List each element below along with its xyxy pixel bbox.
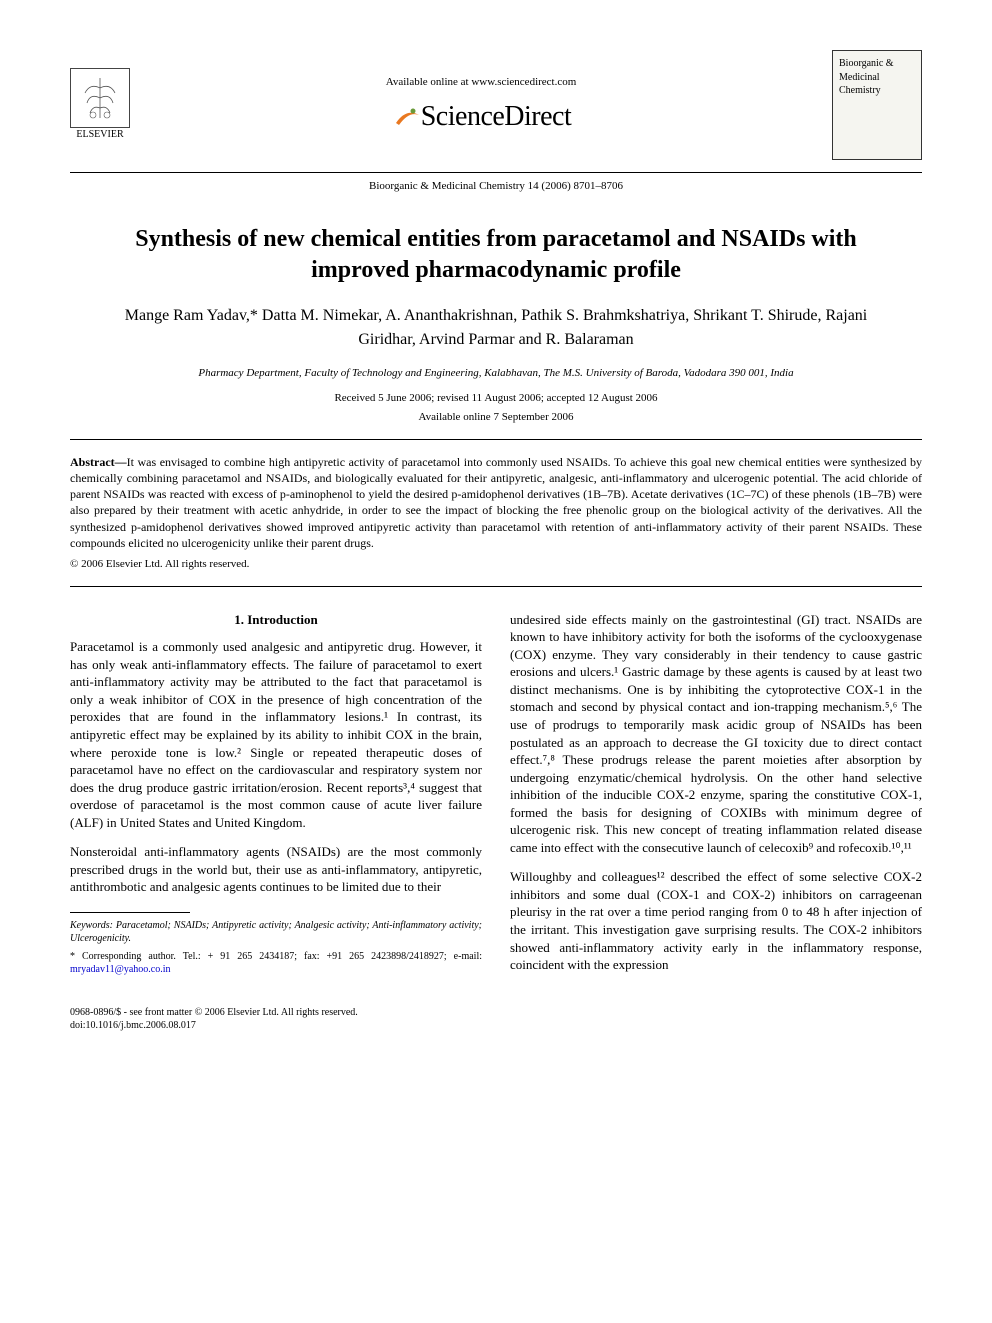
- journal-cover-line2: Medicinal: [839, 71, 915, 85]
- journal-cover-line3: Chemistry: [839, 84, 915, 98]
- intro-paragraph-1: Paracetamol is a commonly used analgesic…: [70, 638, 482, 831]
- intro-paragraph-2: Nonsteroidal anti-inflammatory agents (N…: [70, 843, 482, 896]
- corresp-email[interactable]: mryadav11@yahoo.co.in: [70, 964, 170, 975]
- elsevier-tree-icon: [70, 68, 130, 128]
- article-title: Synthesis of new chemical entities from …: [110, 224, 882, 286]
- corresp-text: * Corresponding author. Tel.: + 91 265 2…: [70, 951, 482, 962]
- keywords-text: Paracetamol; NSAIDs; Antipyretic activit…: [70, 920, 482, 945]
- sciencedirect-logo: ScienceDirect: [130, 98, 832, 136]
- doi-line: doi:10.1016/j.bmc.2006.08.017: [70, 1019, 922, 1033]
- sciencedirect-swoosh-icon: [391, 103, 421, 133]
- authors-list: Mange Ram Yadav,* Datta M. Nimekar, A. A…: [110, 304, 882, 352]
- footer-block: 0968-0896/$ - see front matter © 2006 El…: [70, 1006, 922, 1033]
- header-rule: [70, 172, 922, 173]
- received-dates: Received 5 June 2006; revised 11 August …: [70, 391, 922, 406]
- abstract-block: Abstract—It was envisaged to combine hig…: [70, 454, 922, 551]
- intro-paragraph-3: undesired side effects mainly on the gas…: [510, 611, 922, 857]
- abstract-top-rule: [70, 439, 922, 440]
- issn-line: 0968-0896/$ - see front matter © 2006 El…: [70, 1006, 922, 1020]
- intro-paragraph-4: Willoughby and colleagues¹² described th…: [510, 868, 922, 973]
- online-date: Available online 7 September 2006: [70, 410, 922, 425]
- corresponding-author: * Corresponding author. Tel.: + 91 265 2…: [70, 950, 482, 977]
- section-heading-intro: 1. Introduction: [70, 611, 482, 629]
- journal-reference: Bioorganic & Medicinal Chemistry 14 (200…: [70, 179, 922, 194]
- abstract-copyright: © 2006 Elsevier Ltd. All rights reserved…: [70, 557, 922, 572]
- sciencedirect-block: Available online at www.sciencedirect.co…: [130, 75, 832, 136]
- keywords-block: Keywords: Paracetamol; NSAIDs; Antipyret…: [70, 919, 482, 946]
- elsevier-label: ELSEVIER: [76, 128, 123, 142]
- journal-cover-line1: Bioorganic &: [839, 57, 915, 71]
- body-columns: 1. Introduction Paracetamol is a commonl…: [70, 611, 922, 986]
- abstract-bottom-rule: [70, 586, 922, 587]
- abstract-text: It was envisaged to combine high antipyr…: [70, 455, 922, 550]
- available-online-text: Available online at www.sciencedirect.co…: [130, 75, 832, 90]
- elsevier-logo: ELSEVIER: [70, 68, 130, 142]
- right-column: undesired side effects mainly on the gas…: [510, 611, 922, 986]
- publisher-header: ELSEVIER Available online at www.science…: [70, 50, 922, 160]
- affiliation: Pharmacy Department, Faculty of Technolo…: [90, 366, 902, 381]
- left-column: 1. Introduction Paracetamol is a commonl…: [70, 611, 482, 986]
- footnote-rule: [70, 912, 190, 913]
- abstract-label: Abstract—: [70, 455, 127, 469]
- keywords-label: Keywords:: [70, 920, 113, 931]
- journal-cover-box: Bioorganic & Medicinal Chemistry: [832, 50, 922, 160]
- sciencedirect-text: ScienceDirect: [421, 101, 572, 132]
